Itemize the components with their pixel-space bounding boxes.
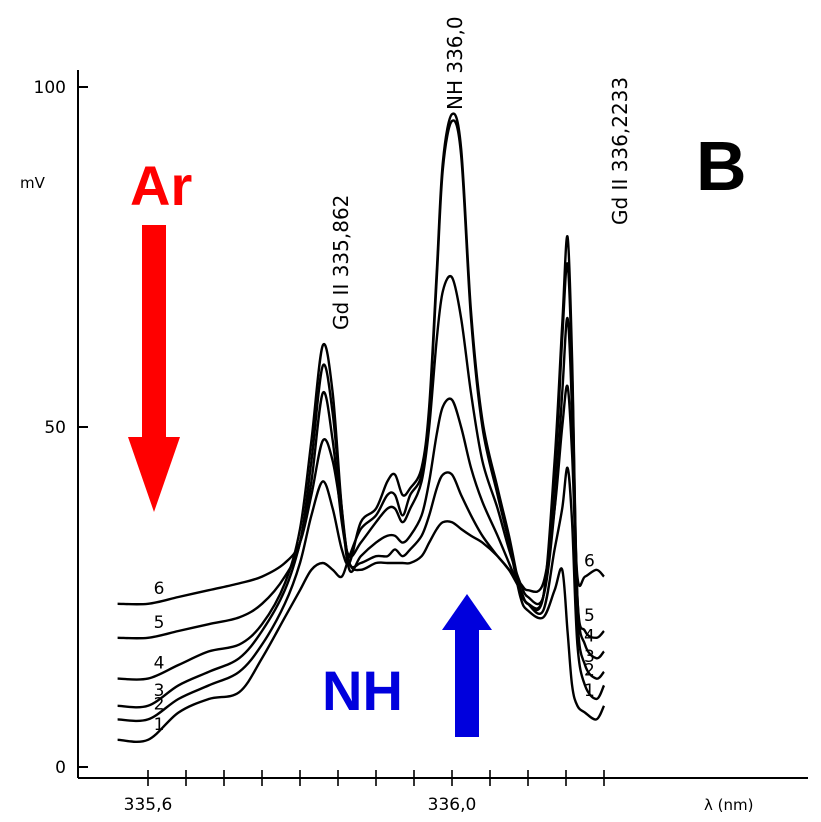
curve-label-right-3: 3 bbox=[584, 647, 595, 667]
curve-label-left-4: 4 bbox=[154, 654, 165, 674]
y-tick-label: 0 bbox=[55, 758, 66, 778]
curve-label-right-2: 2 bbox=[584, 660, 595, 680]
peak-label-gd-3362233: Gd II 336,2233 bbox=[608, 77, 632, 225]
curve-2 bbox=[117, 112, 606, 723]
curve-label-left-3: 3 bbox=[154, 681, 165, 701]
curve-label-left-5: 5 bbox=[154, 613, 165, 633]
curve-label-left-1: 1 bbox=[154, 715, 165, 735]
curve-label-left-6: 6 bbox=[154, 579, 165, 599]
radical-label-nh: NH bbox=[322, 659, 403, 722]
curve-6 bbox=[117, 384, 605, 606]
arrow-up-icon bbox=[442, 594, 492, 737]
curve-label-left-2: 2 bbox=[154, 694, 165, 714]
panel-letter: B bbox=[696, 127, 747, 205]
y-tick-label: 50 bbox=[44, 418, 66, 438]
arrow-down-icon bbox=[128, 225, 180, 512]
curve-3 bbox=[117, 274, 605, 709]
axes: 0 50 100 335,6 336,0 bbox=[34, 70, 808, 815]
curve-label-right-4: 4 bbox=[584, 626, 595, 646]
peak-label-gd-335862: Gd II 335,862 bbox=[329, 195, 353, 330]
gas-label-ar: Ar bbox=[130, 154, 192, 217]
peak-label-nh-336: NH 336,0 bbox=[443, 16, 467, 110]
curve-label-right-1: 1 bbox=[584, 681, 595, 701]
y-tick-label: 100 bbox=[34, 78, 66, 98]
x-tick-label: 336,0 bbox=[428, 795, 477, 815]
curve-label-right-5: 5 bbox=[584, 606, 595, 626]
curve-5 bbox=[117, 262, 605, 640]
spectral-curves bbox=[117, 112, 606, 743]
x-tick-label: 335,6 bbox=[124, 795, 173, 815]
curve-label-right-6: 6 bbox=[584, 552, 595, 572]
x-axis-label: λ (nm) bbox=[704, 796, 753, 814]
y-axis-label: mV bbox=[20, 174, 46, 192]
